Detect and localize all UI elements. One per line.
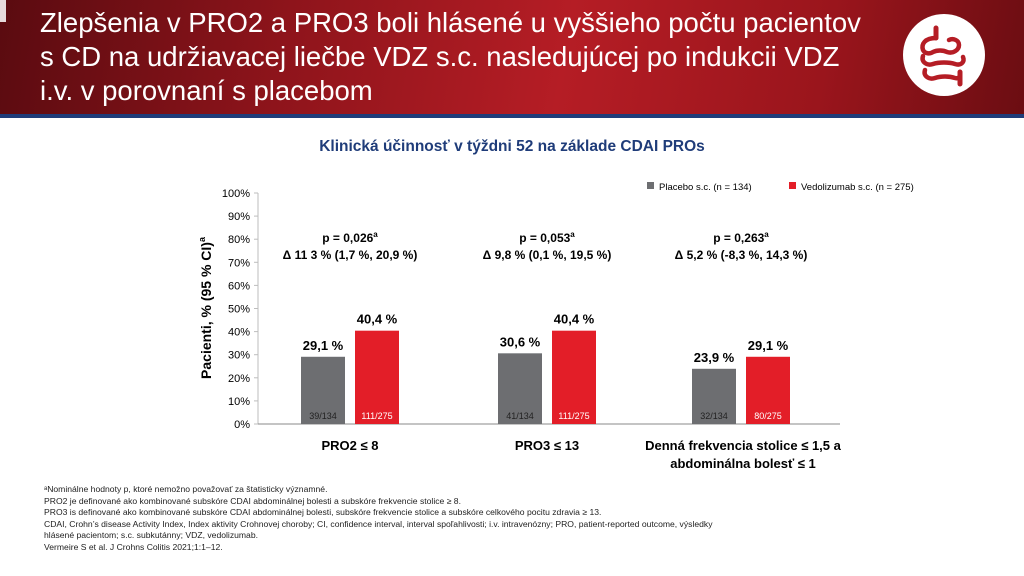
- bar-vedolizumab: [552, 330, 596, 424]
- chart-title: Klinická účinnosť v týždni 52 na základe…: [319, 138, 705, 155]
- y-tick-label: 40%: [228, 327, 250, 339]
- bar-value-label: 29,1 %: [303, 338, 344, 353]
- bar-count-label: 111/275: [558, 411, 589, 421]
- footnotes: ᵃNominálne hodnoty p, ktoré nemožno pova…: [44, 484, 864, 554]
- p-value-annotation: p = 0,263a: [713, 230, 769, 245]
- banner-accent-mark: [0, 0, 6, 22]
- bar-value-label: 40,4 %: [554, 312, 595, 327]
- footnote-line: Vermeire S et al. J Crohns Colitis 2021;…: [44, 541, 223, 552]
- delta-annotation: Δ 5,2 % (-8,3 %, 14,3 %): [675, 248, 808, 262]
- category-label: PRO2 ≤ 8: [322, 438, 379, 453]
- y-tick-label: 90%: [228, 211, 250, 223]
- bar-count-label: 111/275: [361, 411, 392, 421]
- bar-placebo: [692, 368, 736, 424]
- bar-count-label: 80/275: [754, 411, 782, 421]
- bar-vedolizumab: [355, 330, 399, 424]
- bar-count-label: 41/134: [506, 411, 534, 421]
- legend-label: Vedolizumab s.c. (n = 275): [801, 182, 914, 193]
- y-axis-label: Pacienti, % (95 % CI)a: [197, 236, 214, 379]
- y-tick-label: 30%: [228, 350, 250, 362]
- bar-value-label: 23,9 %: [694, 350, 735, 365]
- intestine-icon: [903, 14, 985, 96]
- bar-count-label: 32/134: [700, 411, 728, 421]
- category-label: PRO3 ≤ 13: [515, 438, 579, 453]
- p-value-superscript: a: [373, 230, 378, 239]
- footnote-line: hlásené pacientom; s.c. subkutánny; VDZ,…: [44, 530, 259, 541]
- y-axis-label-superscript: a: [197, 236, 207, 242]
- y-tick-label: 80%: [228, 234, 250, 246]
- p-value-annotation: p = 0,053a: [519, 230, 575, 245]
- y-tick-label: 60%: [228, 280, 250, 292]
- category-label: Denná frekvencia stolice ≤ 1,5 a: [645, 438, 842, 453]
- p-value-superscript: a: [570, 230, 575, 239]
- header-banner: Zlepšenia v PRO2 a PRO3 boli hlásené u v…: [0, 0, 1024, 118]
- y-tick-label: 100%: [222, 188, 250, 200]
- bar-count-label: 39/134: [309, 411, 337, 421]
- category-label: abdominálna bolesť ≤ 1: [670, 456, 816, 471]
- y-tick-label: 10%: [228, 396, 250, 408]
- legend-label: Placebo s.c. (n = 134): [659, 182, 752, 193]
- y-tick-label: 70%: [228, 257, 250, 269]
- bar-placebo: [498, 353, 542, 424]
- legend-swatch-placebo: [647, 182, 654, 189]
- p-value-annotation: p = 0,026a: [322, 230, 378, 245]
- bar-vedolizumab: [746, 356, 790, 424]
- slide-title: Zlepšenia v PRO2 a PRO3 boli hlásené u v…: [40, 7, 861, 106]
- p-value-superscript: a: [764, 230, 769, 239]
- footnote-line: PRO2 je definované ako kombinované subsk…: [44, 495, 461, 506]
- legend-swatch-vedolizumab: [789, 182, 796, 189]
- bar-placebo: [301, 356, 345, 424]
- bar-value-label: 30,6 %: [500, 334, 541, 349]
- bar-value-label: 40,4 %: [357, 312, 398, 327]
- y-tick-label: 50%: [228, 304, 250, 316]
- bar-value-label: 29,1 %: [748, 338, 789, 353]
- delta-annotation: Δ 11 3 % (1,7 %, 20,9 %): [283, 248, 418, 262]
- y-tick-label: 0%: [234, 419, 250, 431]
- footnote-line: ᵃNominálne hodnoty p, ktoré nemožno pova…: [44, 484, 328, 494]
- delta-annotation: Δ 9,8 % (0,1 %, 19,5 %): [483, 248, 612, 262]
- bar-chart: 0% 10% 20% 30% 40% 50% 60% 70% 80% 90% 100% Pacient…: [197, 182, 914, 471]
- y-tick-label: 20%: [228, 373, 250, 385]
- footnote-line: CDAI, Crohn’s disease Activity Index, In…: [44, 518, 713, 529]
- footnote-line: PRO3 is definované ako kombinované subsk…: [44, 507, 602, 518]
